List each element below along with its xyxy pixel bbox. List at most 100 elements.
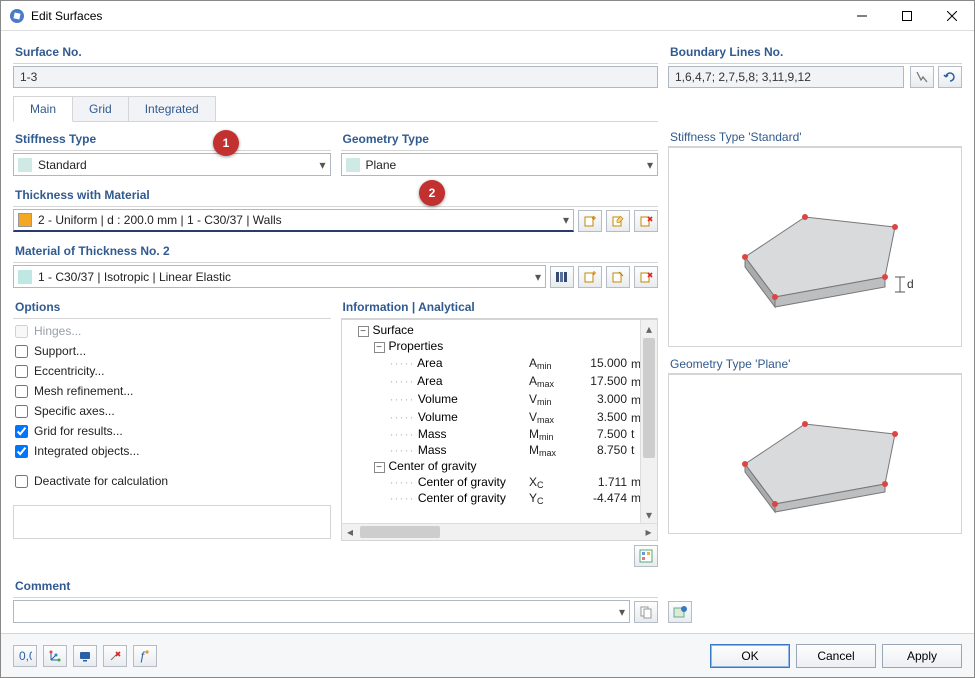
clear-button[interactable]: [103, 645, 127, 667]
script-button[interactable]: ƒ: [133, 645, 157, 667]
preview-footer: [668, 601, 962, 623]
preview-stiffness-group: Stiffness Type 'Standard' d: [668, 128, 962, 347]
preview-settings-button[interactable]: [668, 601, 692, 623]
boundary-lines-label: Boundary Lines No.: [668, 41, 962, 64]
material-delete-button[interactable]: [634, 266, 658, 288]
svg-text:d: d: [907, 277, 914, 291]
tree-row: ····· VolumeVmin3.000m3: [344, 390, 656, 408]
ok-button[interactable]: OK: [710, 644, 790, 668]
comment-pick-button[interactable]: [634, 601, 658, 623]
option-eccentricity-[interactable]: Eccentricity...: [13, 361, 331, 381]
info-expand-button[interactable]: [634, 545, 658, 567]
comment-group: Comment ▾: [13, 575, 658, 623]
option-checkbox[interactable]: [15, 475, 28, 488]
maximize-button[interactable]: [884, 1, 929, 30]
pick-lines-button[interactable]: [910, 66, 934, 88]
chevron-down-icon: ▾: [647, 158, 653, 172]
surface-no-input[interactable]: [13, 66, 658, 88]
option-checkbox[interactable]: [15, 425, 28, 438]
scroll-thumb[interactable]: [643, 338, 655, 458]
option-integrated-objects-[interactable]: Integrated objects...: [13, 441, 331, 461]
stiffness-type-label: Stiffness Type: [13, 128, 331, 151]
info-scrollbar-horizontal[interactable]: ◂ ▸: [342, 523, 658, 540]
close-button[interactable]: [929, 1, 974, 30]
cancel-button[interactable]: Cancel: [796, 644, 876, 668]
option-label: Integrated objects...: [34, 444, 139, 458]
minimize-button[interactable]: [839, 1, 884, 30]
tree-row: −Surface: [344, 322, 656, 338]
stiffness-type-select[interactable]: Standard ▾: [13, 153, 331, 176]
preview-geometry-image: [668, 374, 962, 534]
preview-geometry-label: Geometry Type 'Plane': [668, 355, 962, 374]
content-area: Surface No. Boundary Lines No. Main Grid…: [1, 31, 974, 633]
options-group: Options Hinges...Support...Eccentricity.…: [13, 296, 331, 567]
preview-stiffness-image: d: [668, 147, 962, 347]
tree-row: ····· AreaAmax17.500m2: [344, 372, 656, 390]
option-checkbox[interactable]: [15, 385, 28, 398]
tree-row: ····· Center of gravityXC1.711m: [344, 474, 656, 490]
info-label: Information | Analytical: [341, 296, 659, 319]
geometry-type-group: Geometry Type Plane ▾: [341, 128, 659, 176]
option-deactivate-for-calculation[interactable]: Deactivate for calculation: [13, 471, 331, 491]
tree-row: ····· Center of gravityYC-4.474m: [344, 490, 656, 506]
geometry-type-select[interactable]: Plane ▾: [341, 153, 659, 176]
option-label: Specific axes...: [34, 404, 115, 418]
geometry-type-value: Plane: [366, 158, 647, 172]
material-library-button[interactable]: [550, 266, 574, 288]
preview-geometry-group: Geometry Type 'Plane': [668, 355, 962, 534]
scroll-up-icon[interactable]: ▴: [641, 320, 657, 337]
thickness-swatch-icon: [18, 213, 32, 227]
material-edit-button[interactable]: [606, 266, 630, 288]
tab-main[interactable]: Main: [13, 96, 73, 122]
material-label: Material of Thickness No. 2: [13, 240, 658, 263]
option-support-[interactable]: Support...: [13, 341, 331, 361]
callout-2: 2: [419, 180, 445, 206]
thickness-delete-button[interactable]: [634, 210, 658, 232]
option-grid-for-results-[interactable]: Grid for results...: [13, 421, 331, 441]
boundary-lines-input[interactable]: [668, 66, 904, 88]
dialog-footer: 0,00 ƒ OK Cancel Apply: [1, 633, 974, 677]
info-scrollbar-vertical[interactable]: ▴ ▾: [640, 320, 657, 523]
option-checkbox[interactable]: [15, 405, 28, 418]
display-button[interactable]: [73, 645, 97, 667]
type-row: Stiffness Type Standard ▾ Geometry Type: [13, 128, 658, 176]
coordinates-button[interactable]: [43, 645, 67, 667]
tab-grid[interactable]: Grid: [72, 96, 129, 121]
material-swatch-icon: [18, 270, 32, 284]
chevron-down-icon: ▾: [563, 213, 569, 227]
units-button[interactable]: 0,00: [13, 645, 37, 667]
comment-input[interactable]: ▾: [13, 600, 630, 623]
scroll-down-icon[interactable]: ▾: [641, 506, 657, 523]
info-tree: −Surface−Properties····· AreaAmin15.000m…: [341, 319, 659, 541]
stiffness-type-group: Stiffness Type Standard ▾: [13, 128, 331, 176]
thickness-edit-button[interactable]: [606, 210, 630, 232]
apply-button[interactable]: Apply: [882, 644, 962, 668]
material-select[interactable]: 1 - C30/37 | Isotropic | Linear Elastic …: [13, 265, 546, 288]
stiffness-swatch-icon: [18, 158, 32, 172]
tree-row: −Properties: [344, 338, 656, 354]
scroll-left-icon[interactable]: ◂: [342, 524, 359, 540]
options-list: Hinges...Support...Eccentricity...Mesh r…: [13, 321, 331, 491]
tree-row: ····· AreaAmin15.000m2: [344, 354, 656, 372]
window-title: Edit Surfaces: [31, 9, 839, 23]
option-checkbox[interactable]: [15, 365, 28, 378]
options-label: Options: [13, 296, 331, 319]
thickness-select[interactable]: 2 - Uniform | d : 200.0 mm | 1 - C30/37 …: [13, 209, 574, 232]
tab-integrated[interactable]: Integrated: [128, 96, 216, 121]
app-icon: [9, 8, 25, 24]
option-checkbox[interactable]: [15, 445, 28, 458]
tree-row: ····· MassMmax8.750t: [344, 442, 656, 458]
thickness-new-button[interactable]: [578, 210, 602, 232]
material-new-button[interactable]: [578, 266, 602, 288]
callout-1: 1: [213, 130, 239, 156]
option-hinges-: Hinges...: [13, 321, 331, 341]
option-mesh-refinement-[interactable]: Mesh refinement...: [13, 381, 331, 401]
tree-row: −Center of gravity: [344, 458, 656, 474]
option-specific-axes-[interactable]: Specific axes...: [13, 401, 331, 421]
option-checkbox[interactable]: [15, 345, 28, 358]
option-label: Grid for results...: [34, 424, 123, 438]
scroll-right-icon[interactable]: ▸: [640, 524, 657, 540]
svg-text:0,00: 0,00: [19, 649, 32, 663]
scroll-thumb[interactable]: [360, 526, 440, 538]
reverse-button[interactable]: [938, 66, 962, 88]
